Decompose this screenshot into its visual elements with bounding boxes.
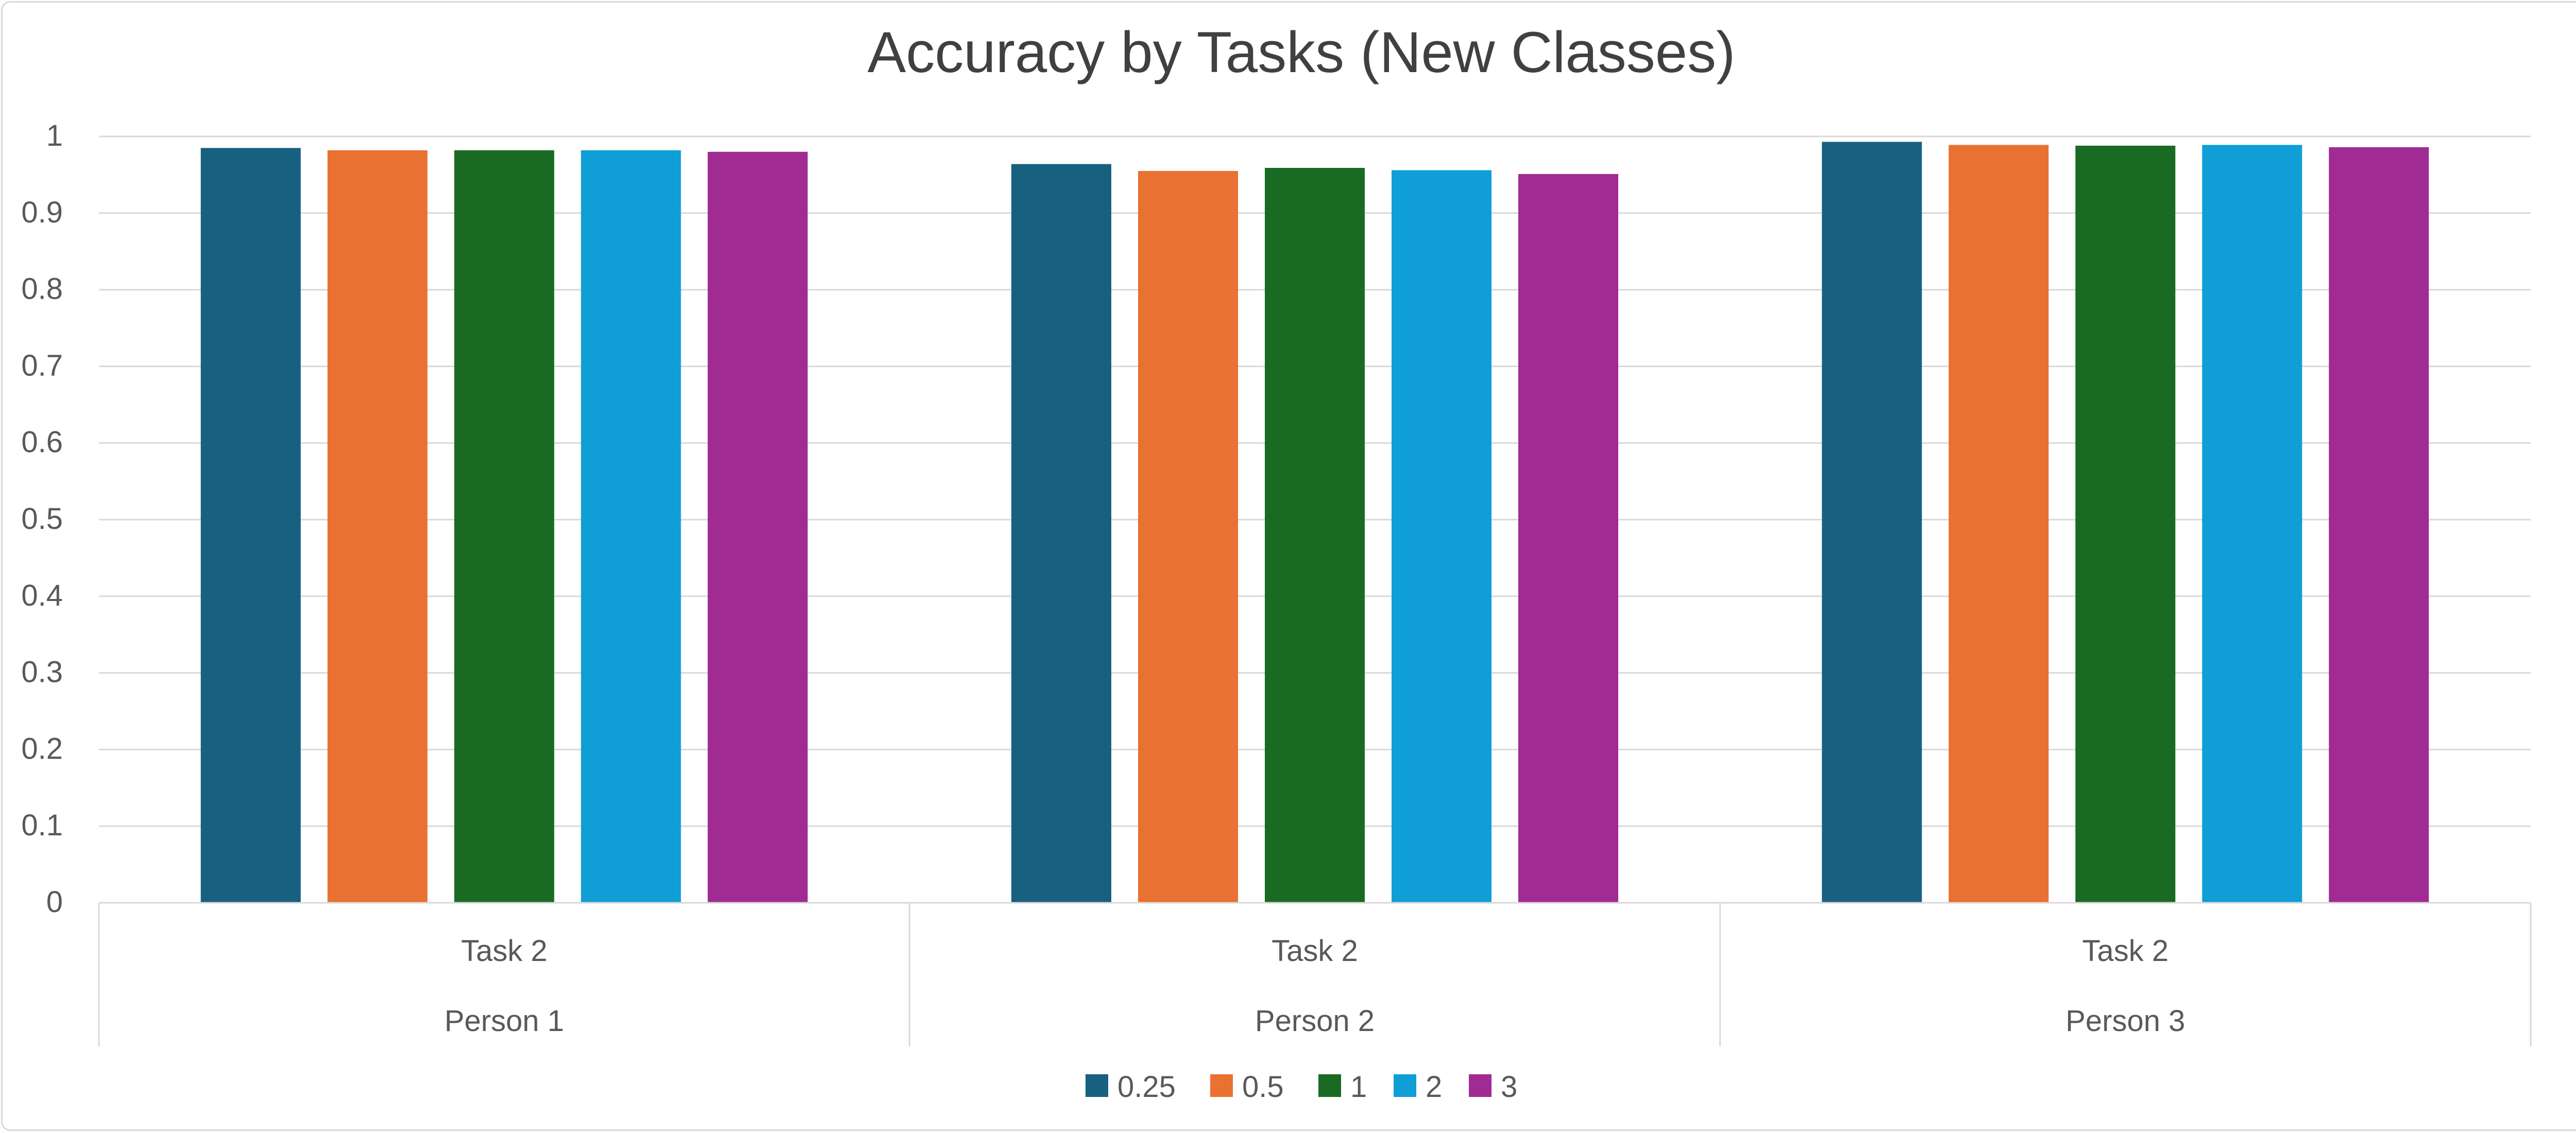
bar <box>1265 168 1365 903</box>
y-tick-label: 0.3 <box>21 656 63 689</box>
bar <box>581 150 681 903</box>
bar <box>1948 145 2049 903</box>
y-tick-label: 0.7 <box>21 349 63 382</box>
bar <box>2075 145 2176 903</box>
bar <box>200 148 301 903</box>
bar <box>327 150 428 903</box>
x-axis: Task 2 Person 1 Task 2 Person 2 Task 2 Person… <box>98 902 2532 1046</box>
legend-item: 3 <box>1469 1070 1517 1104</box>
bar <box>1138 170 1238 903</box>
x-tick-label-person: Person 3 <box>2065 1004 2185 1038</box>
legend-label: 1 <box>1350 1070 1367 1104</box>
bar <box>1011 164 1111 903</box>
legend-label: 3 <box>1501 1070 1517 1104</box>
y-tick-label: 0.6 <box>21 425 63 459</box>
legend-swatch <box>1210 1074 1233 1097</box>
x-tick-label-person: Person 2 <box>1255 1004 1375 1038</box>
legend-swatch <box>1394 1074 1416 1097</box>
legend-label: 2 <box>1426 1070 1442 1104</box>
bar <box>1822 142 1922 903</box>
y-tick-label: 0.2 <box>21 732 63 765</box>
bar <box>707 151 808 903</box>
legend-label: 0.25 <box>1117 1070 1176 1104</box>
bar <box>454 150 554 903</box>
legend-swatch <box>1086 1074 1108 1097</box>
bar <box>1518 174 1618 903</box>
y-tick-label: 0 <box>46 885 63 919</box>
y-tick-label: 0.9 <box>21 196 63 229</box>
legend-item: 0.5 <box>1210 1070 1284 1104</box>
y-tick-label: 1 <box>46 119 63 152</box>
x-tick-label-person: Person 1 <box>445 1004 564 1038</box>
y-axis-ticks: 0 0.1 0.2 0.3 0.4 0.5 0.6 0.7 0.8 0.9 1 <box>21 119 63 919</box>
legend-swatch <box>1318 1074 1341 1097</box>
bar <box>2202 145 2302 903</box>
y-tick-label: 0.8 <box>21 272 63 306</box>
legend-item: 2 <box>1394 1070 1442 1104</box>
legend-label: 0.5 <box>1242 1070 1284 1104</box>
bar <box>1392 170 1492 903</box>
y-tick-label: 0.5 <box>21 502 63 536</box>
x-tick-label-task: Task 2 <box>1272 934 1358 968</box>
legend-item: 1 <box>1318 1070 1367 1104</box>
legend-item: 0.25 <box>1086 1070 1176 1104</box>
chart-title: Accuracy by Tasks (New Classes) <box>868 20 1736 84</box>
y-tick-label: 0.1 <box>21 809 63 842</box>
bar <box>2329 147 2429 903</box>
legend-swatch <box>1469 1074 1492 1097</box>
x-tick-label-task: Task 2 <box>461 934 548 968</box>
x-tick-label-task: Task 2 <box>2082 934 2169 968</box>
bars <box>200 142 2429 903</box>
legend: 0.25 0.5 1 2 3 <box>1086 1070 1517 1104</box>
y-tick-label: 0.4 <box>21 579 63 612</box>
